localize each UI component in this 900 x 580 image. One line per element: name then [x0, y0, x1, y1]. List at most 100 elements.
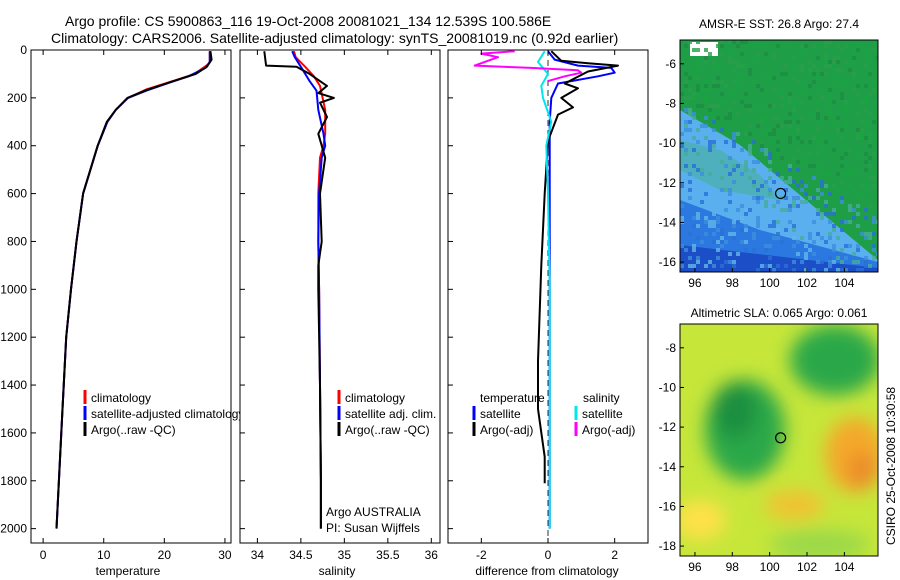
sla-high-east-core	[848, 452, 876, 488]
sst-pixel	[872, 120, 876, 124]
sst-pixel	[844, 148, 848, 152]
sst-pixel	[864, 96, 868, 100]
sst-pixel	[776, 200, 780, 204]
sst-pixel	[764, 264, 768, 268]
sst-pixel	[732, 100, 736, 104]
sst-pixel	[688, 188, 692, 192]
x-tick-label: 34	[251, 548, 265, 562]
y-tick-label: 1600	[0, 426, 27, 440]
sst-pixel	[712, 224, 716, 228]
sst-pixel	[776, 152, 780, 156]
sst-pixel	[824, 56, 828, 60]
sst-pixel	[744, 240, 748, 244]
sst-pixel	[872, 48, 876, 52]
sst-pixel	[832, 228, 836, 232]
sst-pixel	[712, 104, 716, 108]
sst-pixel	[728, 172, 732, 176]
sst-pixel	[868, 232, 872, 236]
sst-pixel	[852, 252, 856, 256]
sst-pixel	[716, 104, 720, 108]
sst-pixel	[708, 88, 712, 92]
sst-pixel	[836, 80, 840, 84]
sst-pixel	[792, 244, 796, 248]
sst-pixel	[808, 196, 812, 200]
sst-pixel	[680, 264, 684, 268]
sst-pixel	[844, 172, 848, 176]
sst-pixel	[764, 204, 768, 208]
sst-pixel	[796, 148, 800, 152]
sst-pixel	[684, 148, 688, 152]
sst-pixel	[828, 212, 832, 216]
sst-pixel	[820, 236, 824, 240]
sst-pixel	[708, 172, 712, 176]
sst-pixel	[728, 252, 732, 256]
sst-pixel	[848, 68, 852, 72]
sst-pixel	[696, 88, 700, 92]
sst-pixel	[772, 128, 776, 132]
sst-pixel	[736, 164, 740, 168]
sst-pixel	[780, 240, 784, 244]
sst-pixel	[804, 256, 808, 260]
map-x-tick-label: 96	[688, 276, 702, 290]
sst-pixel	[828, 172, 832, 176]
sst-pixel	[704, 232, 708, 236]
sst-pixel	[708, 140, 712, 144]
sst-pixel	[808, 60, 812, 64]
sst-pixel	[764, 104, 768, 108]
sst-pixel	[752, 140, 756, 144]
sst-pixel	[848, 220, 852, 224]
sst-pixel	[812, 64, 816, 68]
sst-pixel	[804, 156, 808, 160]
sst-pixel	[712, 240, 716, 244]
sst-pixel	[864, 184, 868, 188]
sst-pixel	[732, 68, 736, 72]
sst-pixel	[700, 200, 704, 204]
sst-pixel	[820, 260, 824, 264]
sst-pixel	[856, 84, 860, 88]
x-tick-label: 36	[425, 548, 439, 562]
sst-pixel	[840, 220, 844, 224]
sst-pixel	[824, 240, 828, 244]
sst-pixel	[836, 236, 840, 240]
sst-pixel	[792, 104, 796, 108]
x-tick-label: 30	[218, 548, 232, 562]
sst-pixel	[812, 72, 816, 76]
sst-pixel	[852, 172, 856, 176]
sst-pixel	[696, 40, 700, 44]
sst-field	[680, 40, 878, 272]
sst-pixel	[756, 124, 760, 128]
sst-pixel	[760, 140, 764, 144]
sst-pixel	[856, 128, 860, 132]
sst-pixel	[788, 124, 792, 128]
sst-pixel	[812, 112, 816, 116]
sst-pixel	[724, 140, 728, 144]
sst-pixel	[756, 84, 760, 88]
sst-pixel	[760, 120, 764, 124]
sst-pixel	[692, 148, 696, 152]
sst-pixel	[764, 148, 768, 152]
sst-pixel	[832, 248, 836, 252]
sst-pixel	[784, 72, 788, 76]
sst-pixel	[816, 128, 820, 132]
sst-pixel	[712, 128, 716, 132]
sst-pixel	[816, 116, 820, 120]
difference-legend: temperature salinity satellite Argo(-adj…	[472, 391, 635, 437]
map-x-tick-label: 104	[834, 560, 854, 574]
sst-pixel	[864, 84, 868, 88]
sst-pixel	[740, 52, 744, 56]
map-x-tick-label: 104	[834, 276, 854, 290]
sst-pixel	[832, 60, 836, 64]
sst-pixel	[716, 216, 720, 220]
sst-pixel	[692, 136, 696, 140]
sst-pixel	[768, 264, 772, 268]
sst-pixel	[792, 180, 796, 184]
sst-pixel	[856, 136, 860, 140]
sst-pixel	[816, 56, 820, 60]
sst-pixel	[864, 48, 868, 52]
sst-pixel	[692, 224, 696, 228]
sst-pixel	[732, 224, 736, 228]
sst-pixel	[784, 64, 788, 68]
sst-pixel	[696, 60, 700, 64]
sst-pixel	[840, 128, 844, 132]
